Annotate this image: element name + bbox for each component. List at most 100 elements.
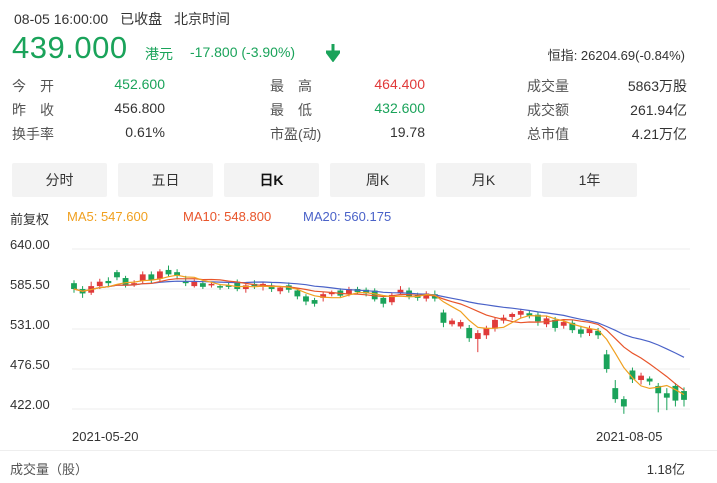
candle	[474, 330, 481, 353]
candle	[629, 367, 636, 383]
candle	[457, 319, 464, 329]
timestamp: 08-05 16:00:00	[14, 11, 109, 27]
x-label-end: 2021-08-05	[596, 429, 663, 444]
ma10-legend: MA10: 548.800	[183, 209, 272, 224]
candle	[526, 311, 533, 319]
stat-label: 换手率	[12, 126, 54, 142]
candle-body	[96, 281, 103, 287]
y-tick-label: 640.00	[10, 237, 50, 252]
ma20-line	[73, 280, 685, 358]
candle-body	[139, 274, 146, 281]
volume-divider	[0, 450, 717, 451]
candle	[509, 312, 516, 320]
candle	[174, 269, 181, 280]
tab-monthly-k[interactable]: 月K	[436, 163, 531, 197]
candle-body	[105, 280, 112, 284]
candle-body	[131, 283, 138, 285]
candle-body	[346, 289, 352, 295]
candle-body	[225, 285, 232, 287]
stat-value: 5863万股	[627, 78, 687, 94]
candle	[681, 387, 687, 407]
candle	[397, 286, 404, 295]
candle	[586, 325, 593, 337]
adjust-label[interactable]: 前复权	[10, 212, 50, 227]
candle-body	[380, 297, 387, 304]
tab-1year[interactable]: 1年	[542, 163, 637, 197]
y-tick-label: 531.00	[10, 317, 50, 332]
tab-daily-k[interactable]: 日K	[224, 163, 319, 197]
candle	[122, 275, 129, 288]
tab-weekly-k[interactable]: 周K	[330, 163, 425, 197]
tab-5day[interactable]: 五日	[118, 163, 213, 197]
candle	[388, 292, 395, 306]
candle	[268, 283, 275, 292]
candle	[638, 372, 644, 385]
candle-body	[560, 322, 567, 326]
stat-value: 452.600	[114, 76, 165, 92]
stat-label: 成交额	[527, 102, 569, 118]
candle	[156, 269, 163, 282]
candle-body	[371, 290, 378, 300]
candle-body	[586, 328, 593, 334]
change-amount: -17.800	[190, 44, 238, 60]
stat-value: 0.61%	[125, 124, 165, 140]
candle	[294, 288, 301, 300]
candle	[114, 269, 120, 281]
candle	[672, 382, 679, 407]
candle	[71, 280, 77, 293]
candle-body	[397, 289, 404, 293]
candle-body	[242, 285, 249, 290]
candle-body	[535, 314, 541, 322]
candle-body	[217, 286, 223, 288]
tab-intraday[interactable]: 分时	[12, 163, 107, 197]
candle-body	[388, 294, 395, 303]
candle	[277, 286, 284, 295]
ma20-legend: MA20: 560.175	[303, 209, 392, 224]
candle-body	[672, 385, 679, 401]
candle-body	[277, 287, 284, 292]
stat-value: 4.21万亿	[631, 126, 687, 142]
candle-body	[148, 274, 155, 281]
candle	[612, 380, 619, 403]
candle	[148, 271, 155, 284]
stat-label: 昨 收	[12, 102, 54, 118]
candle-body	[320, 294, 327, 298]
candle	[380, 295, 387, 308]
candle-body	[234, 281, 241, 290]
current-price: 439.000	[12, 30, 128, 65]
candle-body	[646, 378, 653, 382]
candle-body	[655, 385, 662, 394]
candle-body	[492, 319, 498, 329]
candle-body	[577, 329, 584, 334]
stat-label: 市盈(动)	[270, 126, 322, 142]
candle-body	[552, 319, 559, 328]
candle	[620, 396, 627, 414]
candle	[492, 317, 498, 332]
stat-label: 今 开	[12, 78, 54, 94]
candle-body	[569, 322, 576, 331]
candle-body	[303, 296, 309, 302]
candle-body	[182, 280, 189, 284]
candle-body	[208, 283, 215, 286]
candle	[105, 277, 112, 287]
candle	[328, 290, 335, 297]
candle-body	[466, 327, 473, 339]
candle-body	[122, 278, 129, 286]
candle-body	[509, 313, 516, 317]
candle-body	[165, 269, 172, 275]
candle	[440, 309, 447, 328]
candle-body	[457, 322, 464, 327]
candle	[79, 286, 86, 298]
candle-body	[517, 311, 524, 315]
candle	[131, 280, 138, 287]
candle	[303, 294, 309, 306]
candle	[517, 308, 524, 319]
candle	[646, 376, 653, 386]
y-tick-label: 422.00	[10, 397, 50, 412]
candle-body	[483, 327, 490, 336]
candle-body	[71, 283, 77, 290]
hsi-index[interactable]: 恒指: 26204.69(-0.84%)	[547, 48, 685, 63]
stat-label: 最 低	[270, 102, 312, 118]
candle-body	[311, 300, 318, 304]
